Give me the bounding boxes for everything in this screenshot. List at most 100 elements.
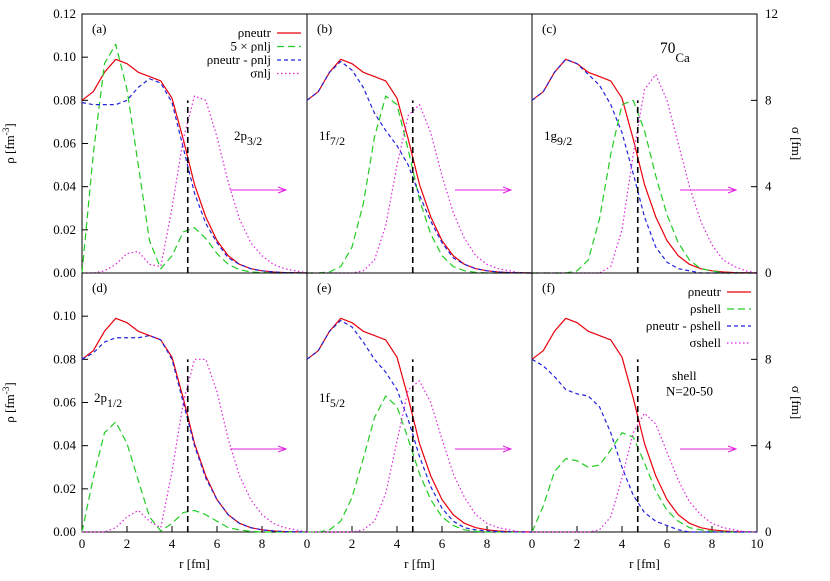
- series-line: [307, 395, 532, 533]
- y-axis-label-part: ρ [fm: [2, 394, 17, 423]
- series-line: [81, 78, 308, 274]
- y2-tick-label: 0: [765, 524, 772, 539]
- panel-label: (e): [317, 280, 331, 295]
- axis-arrow-head: [502, 186, 513, 194]
- panel-annotation-part: 9/2: [557, 134, 572, 148]
- series-line: [306, 319, 532, 533]
- panel-annotation: 1g9/2: [544, 128, 572, 148]
- panel-annotation-part: 1/2: [107, 396, 122, 410]
- isotope-label-part: Ca: [675, 50, 690, 65]
- panel-annotation: 2p1/2: [94, 390, 122, 410]
- x-axis-label: r [fm]: [629, 556, 660, 571]
- series-line: [531, 58, 757, 274]
- x-tick-label: 4: [394, 536, 401, 551]
- x-tick-label: 2: [574, 536, 581, 551]
- y2-tick-label: 4: [765, 179, 772, 194]
- series-line: [307, 104, 532, 274]
- y-axis-label-part: ]: [2, 382, 17, 386]
- series-line: [307, 380, 532, 533]
- legend-label: ρneutr - ρnlj: [207, 52, 271, 67]
- x-axis-label: r [fm]: [404, 556, 435, 571]
- panel-annotation: 1f5/2: [319, 390, 345, 410]
- series-line: [81, 421, 307, 533]
- y-tick-label: 0.02: [53, 481, 76, 496]
- y2-tick-label: 8: [765, 92, 772, 107]
- axis-arrow-head: [502, 445, 513, 453]
- legend-label: ρneutr - ρshell: [646, 318, 721, 333]
- legend-label: 5 × ρnlj: [230, 39, 271, 54]
- series-line: [81, 334, 308, 533]
- y2-axis-label: σ [fm]: [789, 386, 804, 419]
- y-tick-label: 0.04: [53, 179, 76, 194]
- panel-annotation-part: 5/2: [330, 396, 345, 410]
- x-tick-label: 8: [709, 536, 716, 551]
- panel-annotation: 2p3/2: [234, 128, 262, 148]
- series-line: [81, 317, 308, 533]
- y-tick-label: 0.12: [53, 6, 76, 21]
- series-line: [81, 58, 308, 274]
- panel-label: (c): [542, 21, 556, 36]
- isotope-label-part: 70: [660, 40, 676, 57]
- panel-label: (d): [92, 280, 107, 295]
- isotope-label: 70Ca: [660, 40, 690, 65]
- series-line: [532, 73, 758, 274]
- panel-label: (b): [317, 21, 332, 36]
- y-axis-label-part: -3: [1, 386, 11, 394]
- panel-annotation-part: 1g: [544, 128, 558, 143]
- axis-arrow-head: [727, 445, 738, 453]
- x-tick-label: 6: [214, 536, 221, 551]
- panel-annotation-part: 3/2: [247, 134, 262, 148]
- y-axis-label: ρ [fm-3]: [1, 382, 17, 422]
- legend-label: σshell: [689, 335, 721, 350]
- y2-tick-label: 12: [765, 6, 778, 21]
- legend-label: ρneutr: [238, 25, 272, 40]
- series-line: [306, 58, 533, 274]
- y2-tick-label: 4: [765, 438, 772, 453]
- x-tick-label: 4: [169, 536, 176, 551]
- legend-label: σnlj: [250, 66, 271, 81]
- x-tick-label: 0: [79, 536, 86, 551]
- x-tick-label: 0: [529, 536, 536, 551]
- y-tick-label: 0.04: [53, 438, 76, 453]
- panel-annotation-part: 2p: [234, 128, 247, 143]
- y-tick-label: 0.08: [53, 92, 76, 107]
- panel-annotation-part: N=20-50: [666, 384, 713, 399]
- panel-annotation-part: 2p: [94, 390, 107, 405]
- panel-annotation: 1f7/2: [319, 128, 345, 148]
- plot-frame: [531, 272, 758, 533]
- series-line: [532, 412, 757, 533]
- y-tick-label: 0.10: [53, 49, 76, 64]
- x-tick-label: 6: [664, 536, 671, 551]
- y-tick-label: 0.02: [53, 222, 76, 237]
- x-tick-label: 0: [304, 536, 311, 551]
- series-line: [306, 60, 533, 274]
- plot-frame: [81, 13, 308, 274]
- y-axis-label-part: -3: [1, 127, 11, 135]
- y2-tick-label: 0: [765, 265, 772, 280]
- series-line: [82, 95, 308, 274]
- y2-tick-label: 8: [765, 351, 772, 366]
- series-line: [532, 99, 757, 274]
- panel-annotation-part: 1f: [319, 390, 331, 405]
- y-axis-label-part: ρ [fm: [2, 135, 17, 164]
- y-axis-label: ρ [fm-3]: [1, 123, 17, 163]
- series-line: [81, 43, 307, 274]
- x-tick-label: 2: [124, 536, 131, 551]
- y-tick-label: 0.06: [53, 395, 76, 410]
- legend-label: ρneutr: [688, 284, 722, 299]
- x-tick-label: 10: [751, 536, 764, 551]
- y-tick-label: 0.00: [53, 265, 76, 280]
- panel-annotation-part: shell: [672, 368, 697, 383]
- panel-annotation-part: 7/2: [330, 134, 345, 148]
- axis-arrow-head: [277, 186, 288, 194]
- axis-arrow-head: [277, 445, 288, 453]
- series-line: [531, 58, 758, 274]
- y-tick-label: 0.08: [53, 351, 76, 366]
- y-tick-label: 0.06: [53, 136, 76, 151]
- x-tick-label: 8: [484, 536, 491, 551]
- legend-label: ρshell: [690, 301, 721, 316]
- panel-annotation-part: 1f: [319, 128, 331, 143]
- y-tick-label: 0.00: [53, 524, 76, 539]
- y-tick-label: 0.10: [53, 308, 76, 323]
